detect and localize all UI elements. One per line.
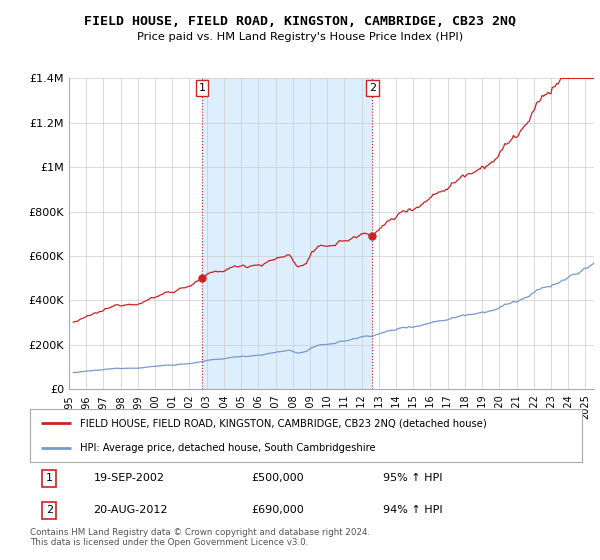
Text: £690,000: £690,000: [251, 505, 304, 515]
Text: 1: 1: [199, 83, 205, 93]
Text: 94% ↑ HPI: 94% ↑ HPI: [383, 505, 443, 515]
Text: 2: 2: [46, 505, 53, 515]
Text: FIELD HOUSE, FIELD ROAD, KINGSTON, CAMBRIDGE, CB23 2NQ: FIELD HOUSE, FIELD ROAD, KINGSTON, CAMBR…: [84, 15, 516, 28]
Text: 95% ↑ HPI: 95% ↑ HPI: [383, 473, 443, 483]
Text: FIELD HOUSE, FIELD ROAD, KINGSTON, CAMBRIDGE, CB23 2NQ (detached house): FIELD HOUSE, FIELD ROAD, KINGSTON, CAMBR…: [80, 418, 487, 428]
Bar: [202, 78, 373, 389]
Text: 2: 2: [369, 83, 376, 93]
Text: Price paid vs. HM Land Registry's House Price Index (HPI): Price paid vs. HM Land Registry's House …: [137, 32, 463, 43]
Text: £500,000: £500,000: [251, 473, 304, 483]
Text: HPI: Average price, detached house, South Cambridgeshire: HPI: Average price, detached house, Sout…: [80, 442, 376, 452]
Text: 19-SEP-2002: 19-SEP-2002: [94, 473, 164, 483]
Text: 20-AUG-2012: 20-AUG-2012: [94, 505, 168, 515]
Text: Contains HM Land Registry data © Crown copyright and database right 2024.
This d: Contains HM Land Registry data © Crown c…: [30, 528, 370, 547]
Text: 1: 1: [46, 473, 53, 483]
